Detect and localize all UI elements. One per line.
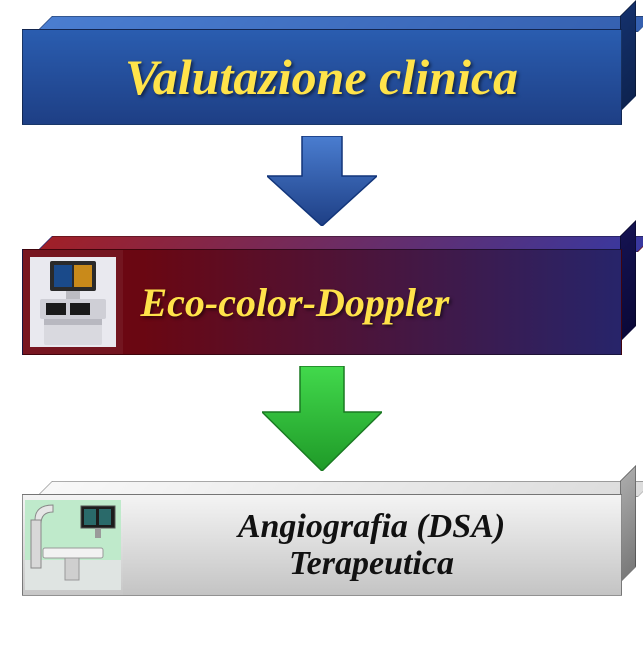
box-front-face: Angiografia (DSA) Terapeutica xyxy=(22,494,622,596)
flowchart: Valutazione clinica xyxy=(10,10,633,595)
step-label: Angiografia (DSA) Terapeutica xyxy=(123,508,621,583)
step-label: Eco-color-Doppler xyxy=(123,279,621,326)
step-label-line2: Terapeutica xyxy=(289,545,454,582)
box-side-face xyxy=(620,220,636,342)
arrow-down-icon xyxy=(267,136,377,226)
arrow-down-icon xyxy=(262,366,382,471)
box-front-face: Valutazione clinica xyxy=(22,29,622,125)
step-clinical-evaluation: Valutazione clinica xyxy=(22,30,622,124)
angiography-room-icon xyxy=(23,495,123,595)
box-side-face xyxy=(620,0,636,112)
box-side-face xyxy=(620,465,636,583)
step-label: Valutazione clinica xyxy=(23,48,621,106)
arrow-down-1 xyxy=(267,136,377,226)
ultrasound-machine-icon xyxy=(23,250,123,354)
step-eco-color-doppler: Eco-color-Doppler xyxy=(22,250,622,354)
arrow-down-2 xyxy=(262,366,382,471)
step-label-line1: Angiografia (DSA) xyxy=(238,508,505,545)
step-angiography: Angiografia (DSA) Terapeutica xyxy=(22,495,622,595)
box-front-face: Eco-color-Doppler xyxy=(22,249,622,355)
